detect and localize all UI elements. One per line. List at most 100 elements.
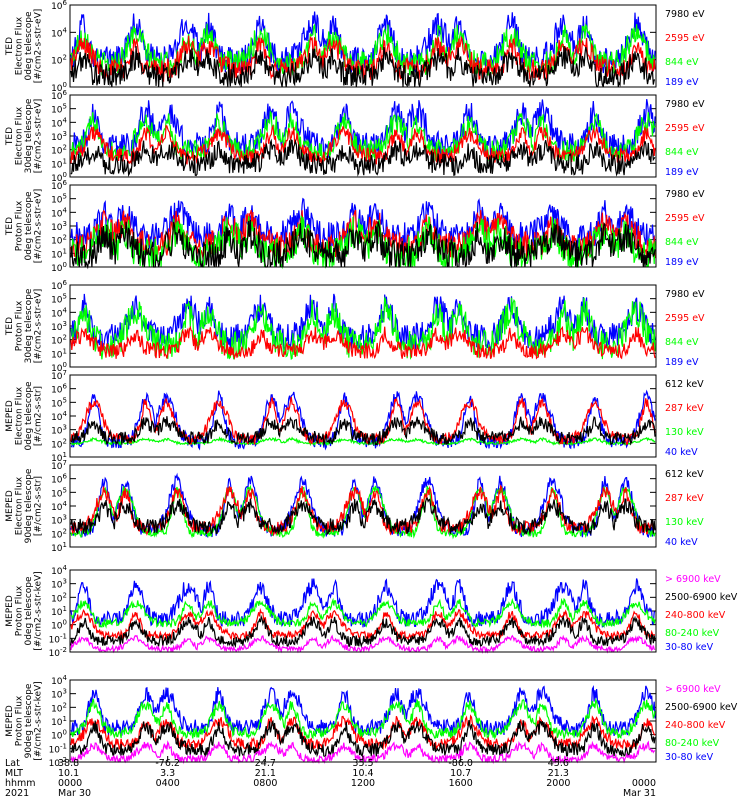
legend-entry: 189 eV xyxy=(665,257,699,268)
series-trace-4 xyxy=(70,719,656,758)
legend-entry: 80-240 keV xyxy=(665,738,720,749)
y-tick-label: 106 xyxy=(51,279,67,292)
series-trace-2 xyxy=(70,597,656,629)
y-axis-label: 0deg telescope xyxy=(24,381,34,451)
y-tick-label: 10-2 xyxy=(49,756,67,769)
legend-entry: 2500-6900 keV xyxy=(665,592,738,603)
legend-entry: 2595 eV xyxy=(665,33,705,44)
panel-1: 100 102 104 106 TED Electron Flux 0deg telesco… xyxy=(5,0,705,94)
y-axis-label: 30deg telescope xyxy=(24,288,34,363)
legend-entry: 287 keV xyxy=(665,493,704,504)
y-axis-label: [#/cm2-s-str] xyxy=(34,386,44,446)
legend-entry: 240-800 keV xyxy=(665,720,726,731)
y-axis-label: TED xyxy=(5,127,15,146)
legend-entry: 189 eV xyxy=(665,357,699,368)
legend-entry: > 6900 keV xyxy=(665,684,721,695)
y-tick-label: 101 xyxy=(51,347,67,360)
x-row-label: hhmm xyxy=(5,778,36,789)
panel-frame-top xyxy=(69,94,657,178)
y-tick-label: 107 xyxy=(51,459,67,472)
series-trace-5 xyxy=(70,634,656,654)
x-tick-label: 3.3 xyxy=(160,768,175,779)
y-axis-label: Electron Flux xyxy=(15,106,25,165)
y-tick-label: 104 xyxy=(51,206,67,219)
y-axis-label: TED xyxy=(5,217,15,236)
y-tick-label: 100 xyxy=(51,619,67,632)
y-tick-label: 104 xyxy=(51,306,67,319)
y-axis-label: 0deg telescope xyxy=(24,191,34,261)
legend-entry: 2595 eV xyxy=(665,213,705,224)
y-axis-label: TED xyxy=(5,317,15,336)
x-tick-label: 38.8 xyxy=(58,758,79,769)
y-axis-label: 30deg telescope xyxy=(24,98,34,173)
y-tick-label: 10-1 xyxy=(49,632,67,645)
y-tick-label: 102 xyxy=(51,701,67,714)
y-axis-label: [#/cm2-s-str-keV] xyxy=(34,681,44,760)
y-axis-label: [#/cm2-s-str-keV] xyxy=(34,571,44,650)
y-tick-label: 102 xyxy=(51,527,67,540)
y-axis-label: Electron Flux xyxy=(15,386,25,445)
y-axis-label: MEPED xyxy=(5,595,15,627)
legend-entry: 2595 eV xyxy=(665,123,705,134)
y-axis-label: MEPED xyxy=(5,490,15,522)
y-axis-label: MEPED xyxy=(5,400,15,432)
y-tick-label: 103 xyxy=(51,578,67,591)
y-axis-label: Proton Flux xyxy=(15,200,25,251)
y-tick-label: 100 xyxy=(51,729,67,742)
x-tick-label: 10.1 xyxy=(58,768,79,779)
panel-frame-top xyxy=(69,374,657,458)
y-tick-label: 105 xyxy=(51,193,67,206)
y-axis-label: 0deg telescope xyxy=(24,576,34,646)
x-tick-label: -86.0 xyxy=(448,758,473,769)
y-axis-label: Proton Flux xyxy=(15,300,25,351)
x-tick-label: 35.5 xyxy=(352,758,373,769)
y-tick-label: 103 xyxy=(51,514,67,527)
y-tick-label: 100 xyxy=(51,171,67,184)
x-tick-label: Mar 31 xyxy=(623,788,656,799)
y-axis-label: [#/cm2-s-str] xyxy=(34,476,44,536)
x-tick-label: 2000 xyxy=(546,778,570,789)
series-trace-4 xyxy=(70,138,656,177)
y-tick-label: 107 xyxy=(51,369,67,382)
legend-entry: 7980 eV xyxy=(665,289,705,300)
x-tick-label: 0000 xyxy=(58,778,82,789)
legend-entry: 844 eV xyxy=(665,57,699,68)
x-row-label: Lat xyxy=(5,758,20,769)
x-tick-label: 1600 xyxy=(449,778,473,789)
y-tick-label: 104 xyxy=(51,410,67,423)
y-tick-label: 101 xyxy=(51,605,67,618)
legend-entry: 612 keV xyxy=(665,469,704,480)
y-axis-label: [#/cm2-s-str-eV] xyxy=(34,99,44,174)
x-row-label: 2021 xyxy=(5,788,29,799)
y-tick-label: 102 xyxy=(51,54,67,67)
y-tick-label: 101 xyxy=(51,247,67,260)
y-axis-label: 90deg telescope xyxy=(24,468,34,543)
y-tick-label: 103 xyxy=(51,320,67,333)
y-tick-label: 103 xyxy=(51,220,67,233)
series-trace-3 xyxy=(70,325,656,360)
y-tick-label: 106 xyxy=(51,383,67,396)
y-tick-label: 101 xyxy=(51,541,67,554)
y-tick-label: 103 xyxy=(51,424,67,437)
y-tick-label: 102 xyxy=(51,144,67,157)
panel-frame-top xyxy=(69,569,657,653)
series-trace-3 xyxy=(70,35,656,83)
y-tick-label: 104 xyxy=(51,674,67,687)
y-tick-label: 102 xyxy=(51,334,67,347)
x-tick-label: 10.7 xyxy=(450,768,471,779)
legend-entry: 7980 eV xyxy=(665,189,705,200)
x-tick-label: Mar 30 xyxy=(58,788,91,799)
legend-entry: 2595 eV xyxy=(665,313,705,324)
y-tick-label: 106 xyxy=(51,0,67,12)
legend-entry: 189 eV xyxy=(665,77,699,88)
y-tick-label: 101 xyxy=(51,451,67,464)
legend-entry: 30-80 keV xyxy=(665,752,714,763)
y-tick-label: 10-1 xyxy=(49,742,67,755)
